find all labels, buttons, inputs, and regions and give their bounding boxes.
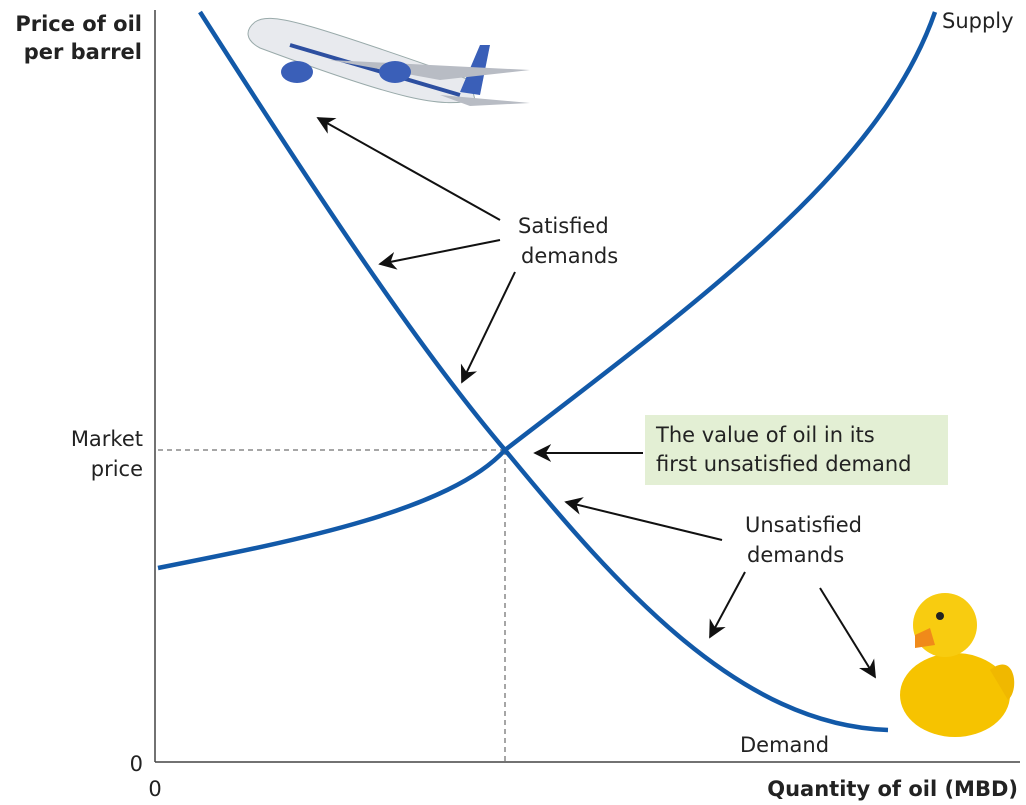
satisfied-label: Satisfied <box>518 214 609 238</box>
arrow <box>710 572 745 637</box>
x-origin: 0 <box>148 777 161 801</box>
arrow <box>380 240 500 264</box>
x-axis-label: Quantity of oil (MBD) <box>767 777 1018 801</box>
arrow <box>566 502 722 540</box>
arrow <box>462 272 515 382</box>
value-box-text: The value of oil in its <box>655 423 875 447</box>
arrow <box>318 118 500 220</box>
supply-label: Supply <box>942 9 1014 33</box>
y-axis-label: Price of oil <box>15 12 142 36</box>
y-origin: 0 <box>130 752 143 776</box>
demand-curve <box>200 12 888 730</box>
arrow <box>820 588 875 677</box>
unsatisfied-label: demands <box>747 543 844 567</box>
y-axis-label: per barrel <box>24 40 142 64</box>
value-box-text: first unsatisfied demand <box>656 452 912 476</box>
market-price-label: price <box>91 457 143 481</box>
market-price-label: Market <box>71 427 143 451</box>
diagram: Price of oil per barrel Quantity of oil … <box>0 0 1026 805</box>
satisfied-label: demands <box>521 244 618 268</box>
airplane-icon <box>248 18 530 106</box>
rubber-duck-icon <box>900 593 1014 737</box>
unsatisfied-label: Unsatisfied <box>745 513 862 537</box>
demand-label: Demand <box>740 733 829 757</box>
